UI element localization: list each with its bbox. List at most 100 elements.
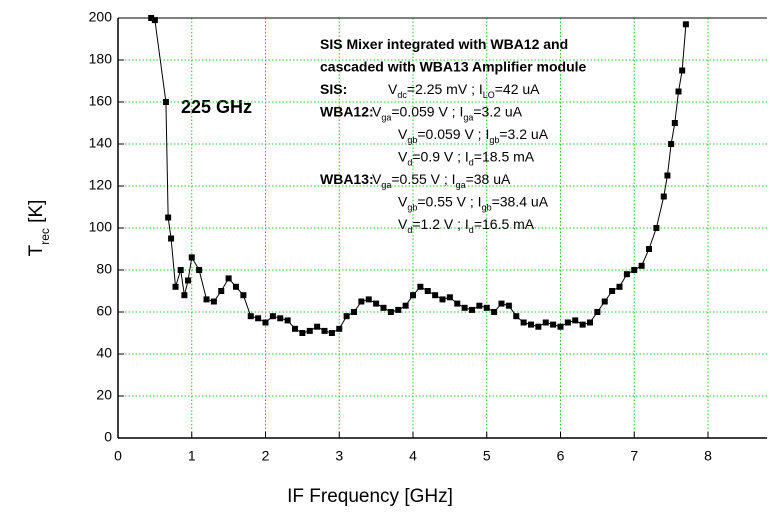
y-tick-label: 40: [96, 345, 112, 361]
data-point: [162, 99, 169, 105]
annotation-part: V: [398, 194, 408, 210]
data-point: [284, 317, 291, 324]
annotation-bold: cascaded with WBA13 Amplifier module: [320, 59, 587, 75]
data-point: [188, 254, 195, 261]
annotation-part: V: [398, 149, 408, 165]
y-tick-label: 200: [89, 9, 113, 25]
annotation-line: Vga=0.059 V ; Iga=3.2 uA: [372, 104, 523, 123]
data-point: [247, 313, 254, 320]
y-tick-label: 20: [96, 387, 112, 403]
data-point: [476, 302, 483, 309]
x-tick-label: 3: [335, 448, 343, 464]
annotation-part: =16.5 mA: [474, 216, 535, 232]
data-point: [660, 193, 667, 200]
annotation-line: Vga=0.55 V ; Iga=38 uA: [372, 171, 511, 190]
data-point: [601, 298, 608, 305]
y-tick-label: 60: [96, 303, 112, 319]
y-tick-label: 100: [89, 219, 113, 235]
y-axis-title-part: [K]: [26, 200, 47, 229]
data-point: [528, 321, 534, 328]
data-point: [365, 296, 372, 303]
annotation-part: d: [469, 158, 474, 168]
y-tick-label: 140: [89, 135, 113, 151]
data-point: [432, 292, 439, 299]
data-point: [328, 330, 335, 336]
annotation-bold: WBA12:: [320, 104, 374, 120]
data-point: [410, 292, 416, 299]
data-point: [233, 283, 239, 290]
data-point: [185, 277, 192, 284]
y-tick-label: 120: [89, 177, 113, 193]
data-point: [675, 88, 682, 95]
annotation-part: ga: [456, 180, 466, 190]
x-tick-label: 0: [114, 448, 122, 464]
data-point: [314, 323, 321, 330]
data-point: [321, 327, 328, 334]
x-tick-label: 7: [630, 448, 638, 464]
annotation-part: d: [407, 225, 412, 235]
data-point: [351, 309, 357, 315]
data-point: [646, 246, 652, 252]
data-point: [623, 271, 630, 278]
data-point: [172, 283, 179, 290]
data-point: [210, 298, 217, 305]
annotation-part: ga: [381, 180, 391, 190]
data-point: [240, 292, 247, 299]
data-point: [653, 225, 660, 231]
data-point: [535, 323, 542, 330]
data-point: [395, 306, 402, 313]
annotation-part: =42 uA: [495, 81, 540, 97]
y-axis-title-part: rec: [38, 228, 52, 245]
data-point: [196, 267, 203, 273]
data-point: [299, 330, 306, 336]
data-point: [336, 325, 343, 332]
data-point: [671, 120, 678, 126]
x-tick-label: 8: [704, 448, 712, 464]
annotation-bold: WBA13:: [320, 171, 374, 187]
annotation-part: =0.059 V ; I: [417, 126, 489, 142]
annotation-line: Vd=1.2 V ; Id=16.5 mA: [398, 216, 535, 235]
y-tick-label: 180: [89, 51, 113, 67]
x-tick-label: 5: [483, 448, 491, 464]
data-point: [679, 67, 686, 74]
data-point: [631, 267, 638, 273]
data-point: [520, 319, 527, 326]
data-point: [572, 317, 579, 324]
data-point: [587, 319, 593, 326]
annotation-part: ga: [463, 113, 473, 123]
y-tick-label: 80: [96, 261, 112, 277]
annotation-part: =38 uA: [466, 171, 511, 187]
annotation-part: =1.2 V ; I: [412, 216, 468, 232]
data-point: [424, 288, 431, 294]
data-point: [550, 321, 557, 328]
data-point: [168, 235, 175, 242]
y-tick-label: 0: [104, 429, 112, 445]
data-point: [417, 283, 424, 290]
data-point: [203, 296, 210, 303]
data-point: [358, 298, 365, 305]
annotation-part: =0.9 V ; I: [412, 149, 468, 165]
data-point: [469, 306, 475, 313]
annotation-part: d: [469, 225, 474, 235]
data-point: [225, 275, 232, 282]
data-point: [277, 315, 284, 322]
annotation-part: V: [398, 216, 408, 232]
annotation-part: gb: [407, 135, 417, 145]
annotation-bold: SIS Mixer integrated with WBA12 and: [320, 36, 568, 52]
annotation-part: d: [407, 158, 412, 168]
data-point: [668, 141, 675, 147]
annotation-part: V: [388, 81, 398, 97]
annotation-part: =38.4 uA: [492, 194, 549, 210]
data-point: [542, 319, 549, 326]
data-point: [306, 327, 313, 334]
data-point: [151, 17, 158, 24]
annotation-part: =3.2 uA: [473, 104, 522, 120]
data-point: [579, 321, 586, 328]
y-tick-label: 160: [89, 93, 113, 109]
data-point: [638, 262, 645, 269]
annotation-line: Vdc=2.25 mV ; ILO=42 uA: [388, 81, 540, 100]
data-point: [177, 267, 184, 273]
data-point: [373, 300, 380, 307]
data-point: [380, 304, 387, 311]
